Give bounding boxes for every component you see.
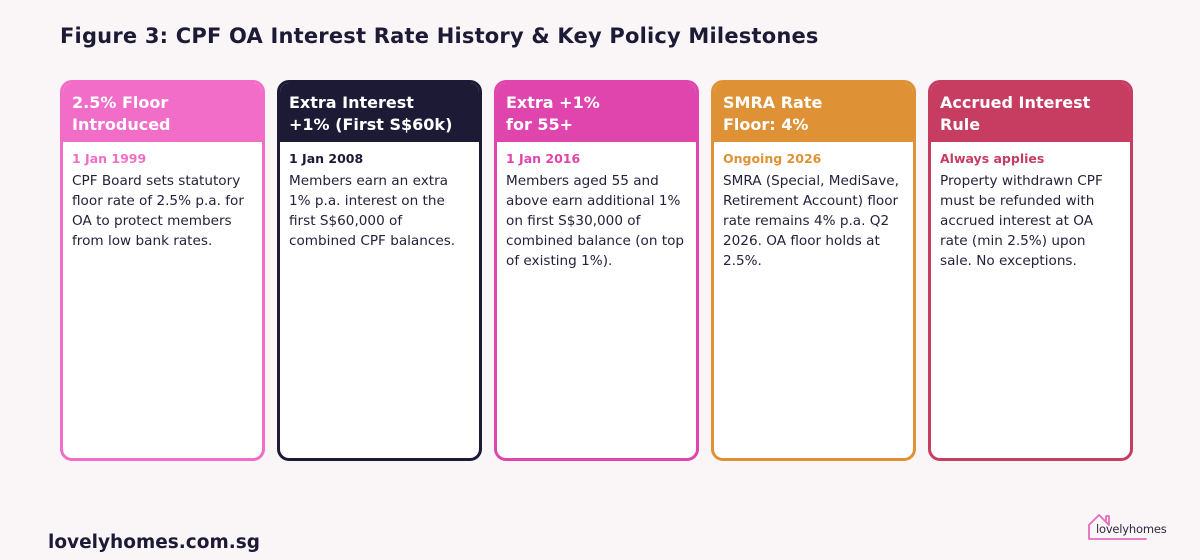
card-title: Accrued Interest Rule (931, 83, 1130, 142)
card-title: 2.5% Floor Introduced (63, 83, 262, 142)
card-description: Members earn an extra 1% p.a. interest o… (289, 173, 456, 249)
card-body: Ongoing 2026 SMRA (Special, MediSave, Re… (714, 142, 913, 271)
milestone-card-smra-floor: SMRA Rate Floor: 4% Ongoing 2026 SMRA (S… (711, 80, 916, 461)
card-date: Ongoing 2026 (723, 151, 822, 166)
house-outline-icon (1088, 514, 1147, 540)
card-body: 1 Jan 2016 Members aged 55 and above ear… (497, 142, 696, 271)
milestone-cards: 2.5% Floor Introduced 1 Jan 1999 CPF Boa… (60, 80, 1133, 461)
logo-wordmark: lovelyhomes (1096, 522, 1167, 536)
card-date: 1 Jan 2008 (289, 151, 364, 166)
card-body: 1 Jan 1999 CPF Board sets statutory floo… (63, 142, 262, 251)
milestone-card-accrued-interest: Accrued Interest Rule Always applies Pro… (928, 80, 1133, 461)
card-date: 1 Jan 1999 (72, 151, 147, 166)
card-description: Property withdrawn CPF must be refunded … (940, 173, 1103, 269)
card-description: CPF Board sets statutory floor rate of 2… (72, 173, 244, 249)
card-date: 1 Jan 2016 (506, 151, 581, 166)
card-title: SMRA Rate Floor: 4% (714, 83, 913, 142)
lovelyhomes-logo: lovelyhomes (1086, 512, 1168, 542)
card-body: 1 Jan 2008 Members earn an extra 1% p.a.… (280, 142, 479, 251)
card-description: Members aged 55 and above earn additiona… (506, 173, 685, 269)
card-description: SMRA (Special, MediSave, Retirement Acco… (723, 173, 899, 269)
card-title: Extra Interest +1% (First S$60k) (280, 83, 479, 142)
card-date: Always applies (940, 151, 1045, 166)
card-title: Extra +1% for 55+ (497, 83, 696, 142)
milestone-card-extra-55-plus: Extra +1% for 55+ 1 Jan 2016 Members age… (494, 80, 699, 461)
milestone-card-floor-introduced: 2.5% Floor Introduced 1 Jan 1999 CPF Boa… (60, 80, 265, 461)
footer-website: lovelyhomes.com.sg (48, 532, 261, 553)
milestone-card-extra-interest: Extra Interest +1% (First S$60k) 1 Jan 2… (277, 80, 482, 461)
card-body: Always applies Property withdrawn CPF mu… (931, 142, 1130, 271)
figure-title: Figure 3: CPF OA Interest Rate History &… (60, 24, 819, 48)
